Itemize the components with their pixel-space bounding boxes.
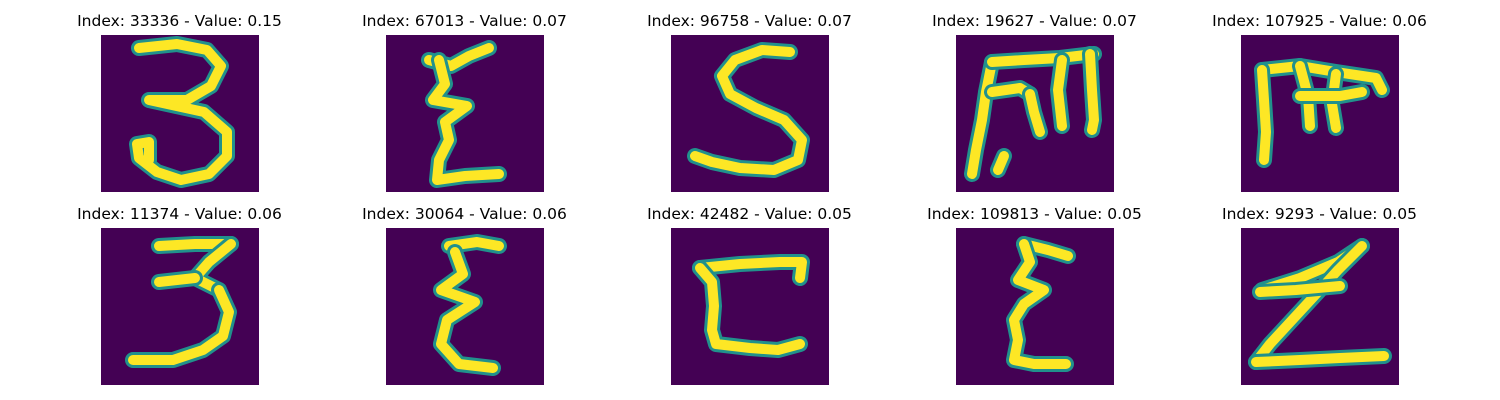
panel-2: Index: 67013 - Value: 0.07 [322, 0, 607, 192]
glyph-stroke [695, 257, 807, 283]
panel-title: Index: 42482 - Value: 0.05 [647, 205, 852, 223]
digit-image [956, 35, 1114, 192]
digit-image [671, 35, 829, 192]
glyph-stroke [695, 263, 805, 355]
digit-image [101, 228, 259, 385]
glyph-stroke [967, 57, 997, 179]
glyph-strokes [1006, 236, 1076, 372]
digit-image [386, 35, 544, 192]
glyph-stroke [444, 237, 504, 251]
panel-title: Index: 67013 - Value: 0.07 [362, 12, 567, 30]
panel-title: Index: 30064 - Value: 0.06 [362, 205, 567, 223]
panel-9: Index: 109813 - Value: 0.05 [892, 193, 1177, 385]
glyph-stroke [690, 45, 807, 175]
glyph-stroke [1009, 239, 1071, 369]
glyph-stroke [1025, 89, 1045, 137]
glyph-strokes [1248, 238, 1392, 370]
glyph-strokes [421, 40, 507, 188]
panel-title: Index: 19627 - Value: 0.07 [932, 12, 1137, 30]
glyph-stroke [1053, 55, 1067, 131]
panel-5: Index: 107925 - Value: 0.06 [1177, 0, 1462, 192]
glyph-stroke [132, 39, 232, 185]
panel-title: Index: 11374 - Value: 0.06 [77, 205, 282, 223]
digit-image [101, 35, 259, 192]
glyph-stroke [436, 247, 498, 373]
glyph-stroke [128, 285, 234, 365]
glyph-stroke [987, 49, 1099, 67]
glyph-strokes [692, 254, 810, 358]
panel-4: Index: 19627 - Value: 0.07 [892, 0, 1177, 192]
glyph-stroke [1085, 49, 1099, 135]
panel-3: Index: 96758 - Value: 0.07 [607, 0, 892, 192]
panel-6: Index: 11374 - Value: 0.06 [37, 193, 322, 385]
glyph-stroke [1255, 281, 1345, 297]
panel-title: Index: 109813 - Value: 0.05 [927, 205, 1142, 223]
glyph-strokes [433, 234, 507, 376]
panel-title: Index: 96758 - Value: 0.07 [647, 12, 852, 30]
glyph-stroke [428, 55, 504, 185]
glyph-strokes [964, 46, 1102, 182]
glyph-stroke [1251, 241, 1367, 367]
panel-7: Index: 30064 - Value: 0.06 [322, 193, 607, 385]
digit-image [386, 228, 544, 385]
panel-8: Index: 42482 - Value: 0.05 [607, 193, 892, 385]
panel-10: Index: 9293 - Value: 0.05 [1177, 193, 1462, 385]
glyph-stroke [190, 239, 236, 295]
glyph-strokes [129, 36, 235, 188]
digit-image [671, 228, 829, 385]
digit-image [1241, 35, 1399, 192]
panel-1: Index: 33336 - Value: 0.15 [37, 0, 322, 192]
image-background [671, 228, 829, 385]
glyph-stroke [154, 273, 200, 287]
glyph-strokes [125, 236, 239, 368]
glyph-stroke [1251, 351, 1389, 367]
panel-title: Index: 33336 - Value: 0.15 [77, 12, 282, 30]
glyph-stroke [1295, 87, 1367, 101]
glyph-strokes [687, 42, 810, 178]
digit-image [1241, 228, 1399, 385]
panel-title: Index: 9293 - Value: 0.05 [1222, 205, 1417, 223]
panel-title: Index: 107925 - Value: 0.06 [1212, 12, 1427, 30]
glyph-stroke [1257, 65, 1271, 165]
digit-image [956, 228, 1114, 385]
glyph-stroke [993, 151, 1009, 175]
glyph-strokes [1254, 58, 1390, 168]
